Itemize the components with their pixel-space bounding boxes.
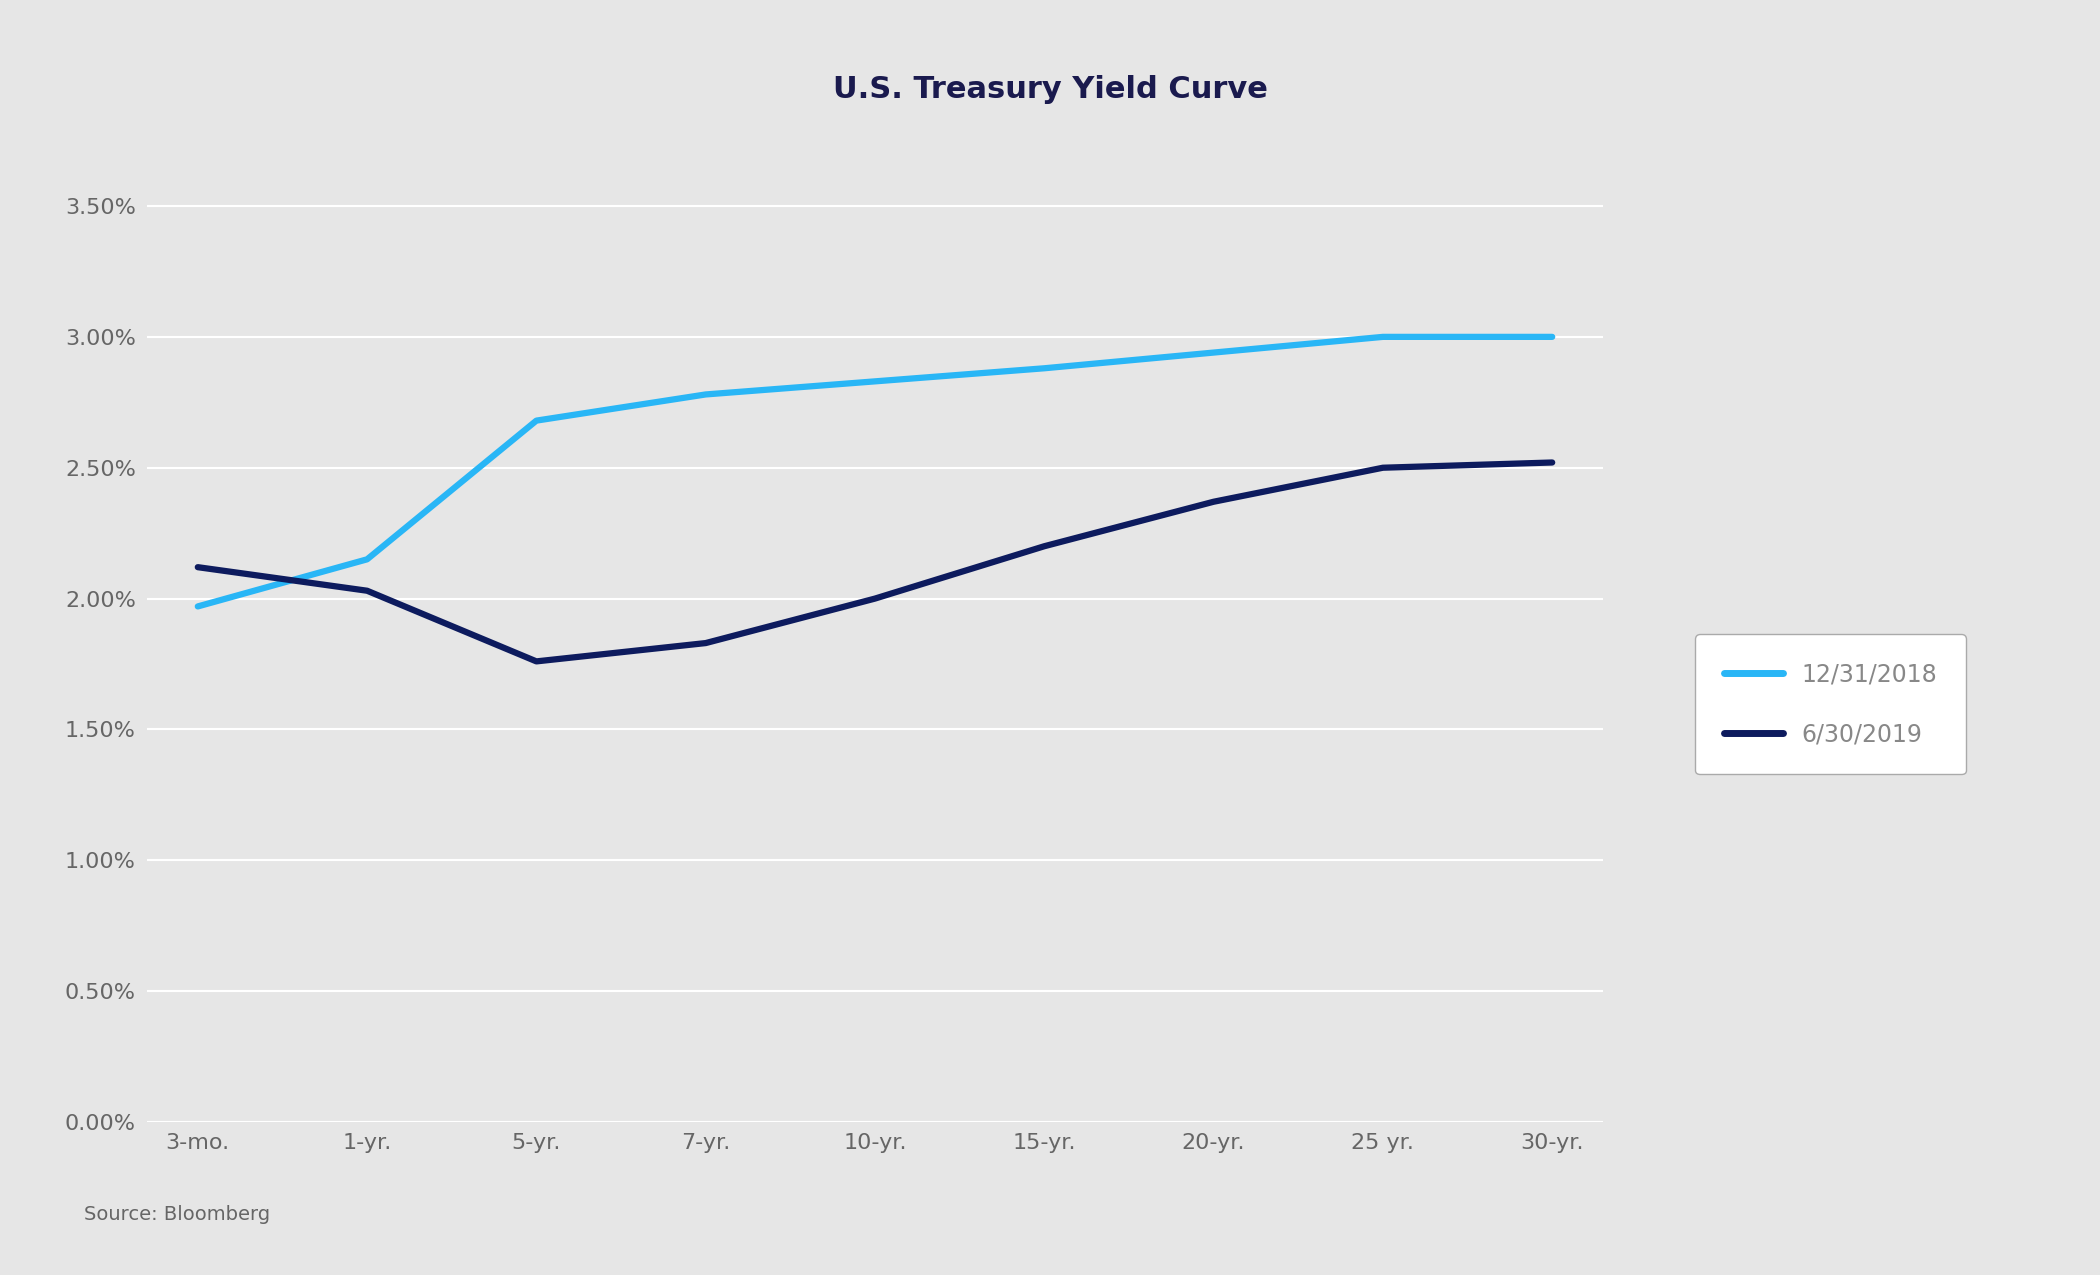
Text: Source: Bloomberg: Source: Bloomberg <box>84 1205 271 1224</box>
Text: U.S. Treasury Yield Curve: U.S. Treasury Yield Curve <box>832 75 1268 103</box>
Legend: 12/31/2018, 6/30/2019: 12/31/2018, 6/30/2019 <box>1695 634 1966 774</box>
